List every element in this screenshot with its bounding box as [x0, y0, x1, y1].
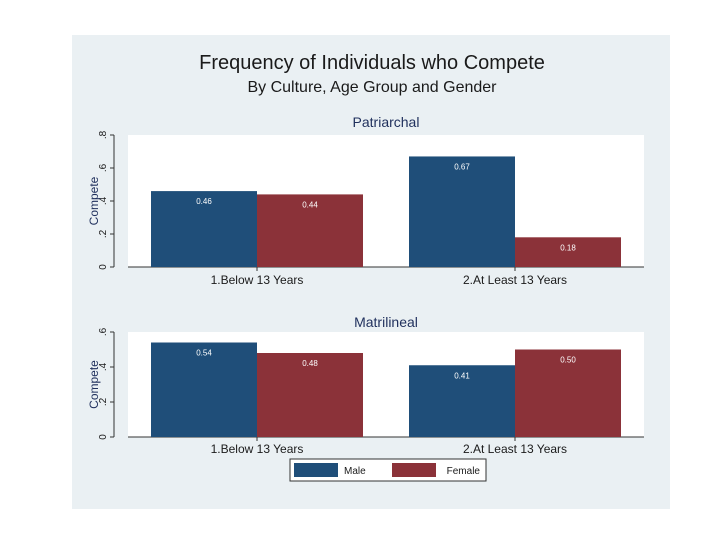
bar-value-label: 0.44	[302, 200, 318, 209]
legend-swatch-male	[294, 463, 338, 477]
bar-value-label: 0.67	[454, 162, 470, 171]
x-category-label: 2.At Least 13 Years	[463, 442, 567, 456]
bar-male	[409, 156, 515, 267]
chart-title: Frequency of Individuals who Compete	[199, 52, 545, 74]
chart-frame: Frequency of Individuals who Compete By …	[72, 35, 670, 509]
bar-female	[257, 353, 363, 437]
y-tick-label: .4	[98, 362, 109, 371]
bar-female	[515, 349, 621, 437]
bar-male	[151, 342, 257, 437]
y-axis-title: Compete	[87, 360, 101, 409]
panel-title: Patriarchal	[353, 114, 420, 130]
y-tick-label: .6	[98, 327, 109, 336]
bar-male	[151, 191, 257, 267]
x-category-label: 1.Below 13 Years	[211, 442, 304, 456]
y-tick-label: .8	[98, 130, 109, 139]
legend-label-female: Female	[447, 466, 481, 477]
panel-title: Matrilineal	[354, 314, 418, 330]
legend-box	[289, 458, 487, 482]
panel-matrilineal: Matrilineal 0 .2 .4 .6 Compete 1.Below 13 Year…	[87, 314, 644, 456]
legend-label-male: Male	[344, 466, 366, 477]
bar-value-label: 0.46	[196, 197, 212, 206]
x-category-label: 2.At Least 13 Years	[463, 273, 567, 287]
bar-female	[515, 237, 621, 267]
bar-female	[257, 194, 363, 267]
legend-swatch-female	[392, 463, 436, 477]
chart: Frequency of Individuals who Compete By …	[87, 52, 644, 482]
y-axis-title: Compete	[87, 176, 101, 225]
bar-male	[409, 365, 515, 437]
bar-value-label: 0.41	[454, 371, 470, 380]
bar-value-label: 0.54	[196, 349, 212, 358]
y-tick-label: .4	[98, 196, 109, 205]
bar-value-label: 0.18	[560, 243, 576, 252]
y-tick-label: .2	[98, 229, 109, 238]
panel-patriarchal: Patriarchal 0 .2 .4 .6 .8 Compete 1.Below 13 Ye…	[87, 114, 644, 287]
chart-subtitle: By Culture, Age Group and Gender	[247, 79, 497, 96]
x-category-label: 1.Below 13 Years	[211, 273, 304, 287]
bar-value-label: 0.50	[560, 356, 576, 365]
bar-value-label: 0.48	[302, 359, 318, 368]
y-tick-label: 0	[98, 264, 109, 270]
y-tick-label: .2	[98, 397, 109, 406]
y-tick-label: 0	[98, 434, 109, 440]
y-tick-label: .6	[98, 163, 109, 172]
